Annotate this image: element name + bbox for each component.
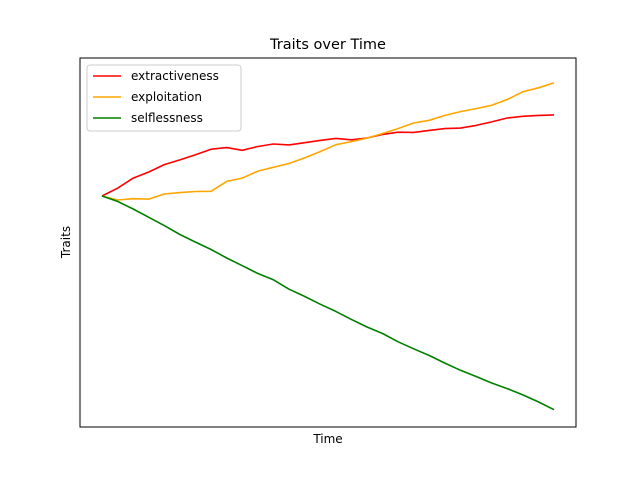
legend: extractiveness exploitation selflessness: [86, 64, 242, 132]
series-line-extractiveness: [101, 114, 555, 197]
series-line-exploitation: [101, 82, 555, 201]
legend-label-selflessness: selflessness: [131, 111, 203, 125]
legend-label-extractiveness: extractiveness: [131, 69, 219, 83]
series-lines: [101, 82, 555, 411]
y-axis-label: Traits: [59, 226, 73, 259]
legend-label-exploitation: exploitation: [131, 90, 202, 104]
x-axis-label: Time: [312, 432, 342, 446]
legend-frame: [86, 64, 242, 132]
series-line-selflessness: [101, 195, 555, 411]
chart-title: Traits over Time: [269, 37, 386, 53]
